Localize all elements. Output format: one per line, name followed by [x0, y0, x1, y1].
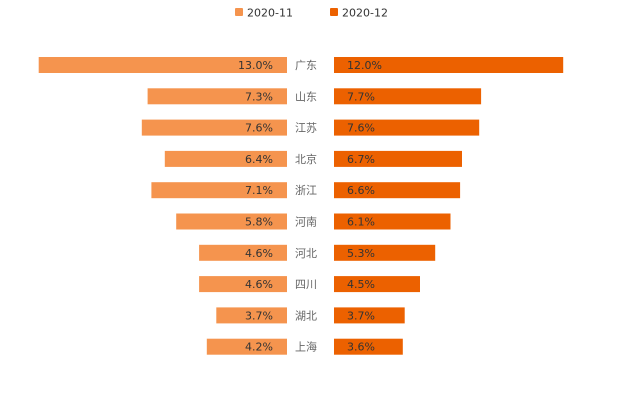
- value-label-2020-12-河北: 5.3%: [347, 247, 375, 260]
- value-label-2020-11-江苏: 7.6%: [245, 122, 273, 135]
- bar-2020-12-江苏[interactable]: [334, 119, 480, 136]
- bar-2020-12-河北[interactable]: [334, 244, 436, 261]
- value-label-2020-12-北京: 6.7%: [347, 153, 375, 166]
- category-label-山东: 山东: [295, 90, 317, 103]
- value-label-2020-11-四川: 4.6%: [245, 278, 273, 291]
- value-label-2020-12-江苏: 7.6%: [347, 122, 375, 135]
- bar-2020-11-山东[interactable]: [147, 88, 287, 105]
- value-label-2020-12-四川: 4.5%: [347, 278, 375, 291]
- legend-swatch-2020-12: [330, 8, 338, 16]
- bar-2020-12-北京[interactable]: [334, 150, 462, 167]
- value-label-2020-11-广东: 13.0%: [238, 59, 273, 72]
- value-label-2020-11-河南: 5.8%: [245, 216, 273, 229]
- value-label-2020-11-河北: 4.6%: [245, 247, 273, 260]
- value-label-2020-12-广东: 12.0%: [347, 59, 382, 72]
- bar-2020-12-上海[interactable]: [334, 338, 403, 355]
- category-label-河南: 河南: [295, 216, 317, 229]
- category-label-江苏: 江苏: [295, 122, 317, 135]
- legend-swatch-2020-11: [235, 8, 243, 16]
- series-2020-11-bars: 13.0% 7.3% 7.6% 6.4% 7.1% 5.8% 4.6% 4.6% 3.7% 4.2…: [38, 57, 288, 355]
- bar-2020-11-河南[interactable]: [176, 213, 287, 230]
- bar-2020-12-山东[interactable]: [334, 88, 482, 105]
- bar-2020-11-广东[interactable]: [38, 57, 288, 73]
- bar-2020-11-湖北[interactable]: [216, 307, 287, 324]
- category-label-河北: 河北: [295, 247, 317, 260]
- value-label-2020-12-湖北: 3.7%: [347, 309, 375, 322]
- legend-item-2020-12[interactable]: 2020-12: [330, 7, 388, 20]
- value-label-2020-11-山东: 7.3%: [245, 90, 273, 103]
- legend-item-2020-11[interactable]: 2020-11: [235, 7, 293, 20]
- value-label-2020-12-浙江: 6.6%: [347, 184, 375, 197]
- series-2020-12-bars: 12.0% 7.7% 7.6% 6.7% 6.6% 6.1% 5.3% 4.5% 3.7% 3.6…: [334, 57, 564, 355]
- value-label-2020-11-北京: 6.4%: [245, 153, 273, 166]
- value-label-2020-12-上海: 3.6%: [347, 341, 375, 354]
- bar-2020-11-四川[interactable]: [199, 276, 287, 293]
- chart-legend: 2020-11 2020-12: [235, 7, 388, 20]
- value-label-2020-12-河南: 6.1%: [347, 216, 375, 229]
- bar-2020-11-江苏[interactable]: [141, 119, 287, 136]
- bar-2020-12-河南[interactable]: [334, 213, 451, 230]
- bar-2020-12-四川[interactable]: [334, 276, 420, 293]
- value-label-2020-11-浙江: 7.1%: [245, 184, 273, 197]
- category-label-湖北: 湖北: [295, 309, 317, 322]
- bar-2020-11-浙江[interactable]: [151, 182, 287, 199]
- bar-2020-11-河北[interactable]: [199, 244, 287, 261]
- category-label-四川: 四川: [295, 278, 317, 291]
- bar-2020-11-北京[interactable]: [164, 150, 287, 167]
- category-label-广东: 广东: [295, 59, 317, 72]
- category-label-上海: 上海: [295, 340, 317, 354]
- legend-label-2020-11: 2020-11: [247, 7, 293, 20]
- legend-label-2020-12: 2020-12: [342, 7, 388, 20]
- value-label-2020-11-湖北: 3.7%: [245, 309, 273, 322]
- value-label-2020-11-上海: 4.2%: [245, 341, 273, 354]
- value-label-2020-12-山东: 7.7%: [347, 90, 375, 103]
- category-label-浙江: 浙江: [295, 184, 317, 197]
- bar-2020-11-上海[interactable]: [206, 338, 287, 355]
- bar-2020-12-浙江[interactable]: [334, 182, 461, 199]
- bar-2020-12-湖北[interactable]: [334, 307, 405, 324]
- category-label-北京: 北京: [295, 152, 317, 166]
- bar-2020-12-广东[interactable]: [334, 57, 564, 73]
